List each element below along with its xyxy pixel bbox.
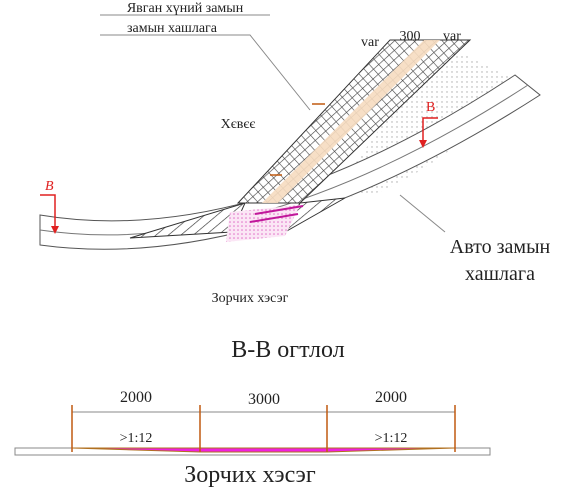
- section-mark-label: B: [45, 179, 54, 194]
- crosswalk-center: [262, 40, 440, 203]
- dimension: 2000: [375, 389, 407, 406]
- arrow-head: [51, 226, 59, 234]
- slope-label: >1:12: [375, 431, 408, 446]
- marker: [270, 103, 325, 176]
- section-mark-label: B: [426, 100, 435, 115]
- section-mark: [422, 117, 438, 142]
- footpath-label: замын хашлага: [127, 21, 218, 36]
- shoulder-label: Хєвєє: [221, 117, 256, 132]
- footpath-label: Явган хүний замын: [127, 1, 244, 16]
- width-label: var: [361, 35, 379, 50]
- barrier-label: Авто замын: [450, 236, 551, 258]
- dimension: 2000: [120, 389, 152, 406]
- dimension: 3000: [248, 391, 280, 408]
- carriageway-label: Зорчих хэсэг: [212, 291, 289, 306]
- leader-line: [100, 14, 311, 111]
- ramp-edge: [249, 205, 304, 223]
- width-label: var: [443, 29, 461, 44]
- leader-line: [399, 194, 446, 233]
- plan: Явган хүний замын замын хашлага var 300 …: [39, 1, 551, 306]
- arrow-head: [419, 140, 427, 148]
- section: В-В огтлол 2000 3000 2000 >1:12 >1:12 Зо…: [14, 337, 491, 488]
- dimension-tick: [71, 405, 456, 452]
- barrier-label: хашлага: [465, 263, 535, 285]
- carriageway-label: Зорчих хэсэг: [184, 462, 316, 488]
- ramp-area: [226, 205, 300, 242]
- width-label: 300: [400, 29, 421, 44]
- slope-label: >1:12: [120, 431, 153, 446]
- section-mark: [40, 194, 56, 228]
- section-title: В-В огтлол: [231, 337, 344, 363]
